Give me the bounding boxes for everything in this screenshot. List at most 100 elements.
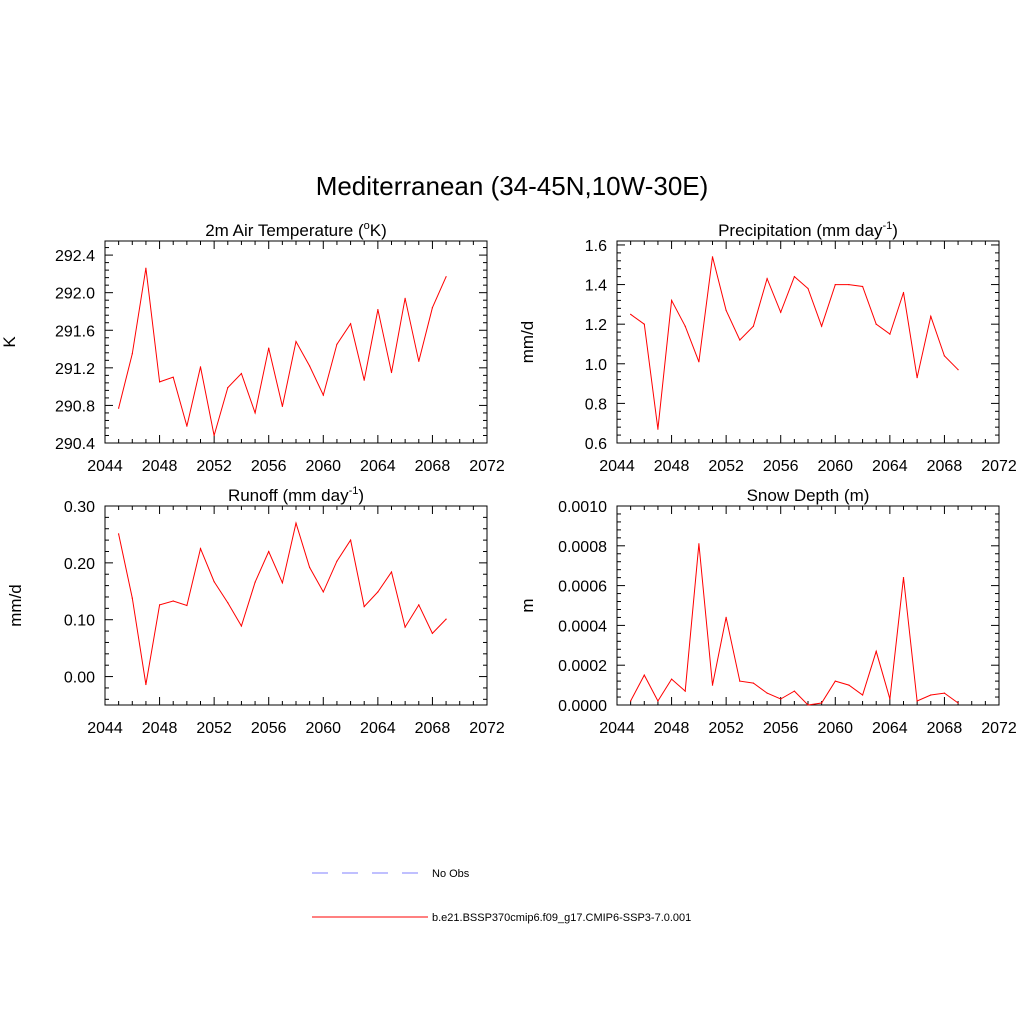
data-point [698, 543, 700, 545]
data-point [848, 684, 850, 686]
data-point [671, 678, 673, 680]
legend-obs-label: No Obs [432, 868, 470, 880]
data-point [363, 379, 365, 381]
x-tick-label: 2060 [305, 458, 341, 475]
data-point [431, 307, 433, 309]
y-tick-label: 291.6 [55, 323, 95, 340]
data-point [902, 291, 905, 294]
x-tick-label: 2060 [817, 458, 853, 475]
plot-frame [616, 505, 1000, 706]
data-point [780, 311, 782, 313]
x-tick-label: 2068 [927, 458, 963, 475]
data-point [862, 285, 864, 288]
y-tick-label: 0.0004 [558, 618, 607, 635]
x-tick-label: 2044 [599, 458, 635, 475]
data-point [445, 276, 447, 278]
data-point [821, 325, 823, 327]
data-point [889, 333, 891, 335]
data-point [172, 600, 174, 602]
data-point [711, 256, 714, 258]
data-point [684, 690, 686, 692]
y-tick-label: 0.0006 [558, 579, 607, 596]
data-point [336, 343, 338, 345]
data-point [309, 365, 311, 367]
y-tick-label: 0.0002 [558, 658, 607, 675]
data-point [322, 394, 324, 396]
y-tick-label: 1.2 [585, 317, 607, 334]
y-tick-label: 1.6 [585, 238, 607, 255]
x-tick-label: 2064 [360, 458, 396, 475]
data-point [834, 284, 836, 286]
data-point [916, 700, 918, 702]
y-tick-label: 291.2 [55, 361, 95, 378]
data-point [657, 700, 659, 702]
y-tick-label: 0.20 [64, 556, 95, 573]
y-tick-label: 0.10 [64, 613, 95, 630]
y-axis-label: K [0, 336, 19, 348]
panel-title: Snow Depth (m) [747, 486, 870, 505]
x-tick-label: 2052 [196, 720, 232, 737]
legend: No Obs b.e21.BSSP370cmip6.f09_g17.CMIP6-… [312, 868, 691, 924]
panel-title: 2m Air Temperature (oK) [205, 220, 387, 240]
data-point [834, 680, 836, 682]
data-point [418, 604, 420, 606]
y-tick-label: 292.0 [55, 286, 95, 303]
x-tick-label: 2060 [305, 720, 341, 737]
series-line [118, 268, 447, 436]
data-point [295, 522, 297, 524]
data-point [159, 381, 161, 383]
x-tick-label: 2072 [469, 458, 505, 475]
data-point [739, 680, 741, 682]
y-tick-label: 0.00 [64, 670, 95, 687]
x-tick-label: 2048 [142, 458, 178, 475]
data-point [902, 577, 905, 579]
data-point [943, 692, 946, 694]
data-point [445, 618, 447, 620]
panel-snow-depth: Snow Depth (m) m 2044 2048 2052 2056 2060 2064 2… [518, 486, 1017, 737]
data-point [159, 604, 161, 606]
x-tick-label: 2068 [927, 720, 963, 737]
data-point [862, 694, 864, 696]
y-tick-label: 0.0000 [558, 698, 607, 715]
data-point [643, 674, 645, 676]
y-tick-label: 1.0 [585, 357, 607, 374]
data-point [916, 377, 918, 379]
x-tick-label: 2072 [981, 458, 1017, 475]
panel-temperature: 2m Air Temperature (oK) K 2044 2048 2052 2056… [0, 220, 505, 475]
data-point [268, 347, 270, 349]
data-point [131, 353, 133, 355]
series-line [118, 521, 447, 685]
x-tick-label: 2052 [196, 458, 232, 475]
x-tick-label: 2056 [763, 720, 799, 737]
x-tick-label: 2044 [87, 458, 123, 475]
data-point [404, 297, 406, 299]
data-point [807, 704, 809, 706]
data-point [131, 597, 133, 599]
y-tick-label: 0.6 [585, 436, 607, 453]
data-point [322, 591, 324, 593]
data-point [793, 276, 796, 278]
data-point [943, 355, 946, 357]
series-line [630, 256, 959, 430]
x-tick-label: 2072 [981, 720, 1017, 737]
data-point [390, 571, 393, 573]
x-tick-label: 2044 [87, 720, 123, 737]
data-point [240, 372, 242, 375]
y-tick-label: 0.0010 [558, 499, 607, 516]
data-point [404, 626, 406, 628]
data-point [431, 632, 433, 635]
data-point [186, 604, 188, 607]
data-point [145, 683, 147, 686]
data-point [930, 315, 932, 317]
data-point [295, 340, 297, 343]
data-point [698, 361, 700, 363]
data-point [957, 702, 959, 704]
panel-title: Precipitation (mm day-1) [718, 220, 898, 240]
data-point [725, 616, 727, 619]
data-point [684, 325, 686, 327]
x-tick-label: 2064 [872, 720, 908, 737]
series-line [630, 543, 959, 706]
data-point [957, 369, 959, 371]
data-point [268, 550, 270, 553]
